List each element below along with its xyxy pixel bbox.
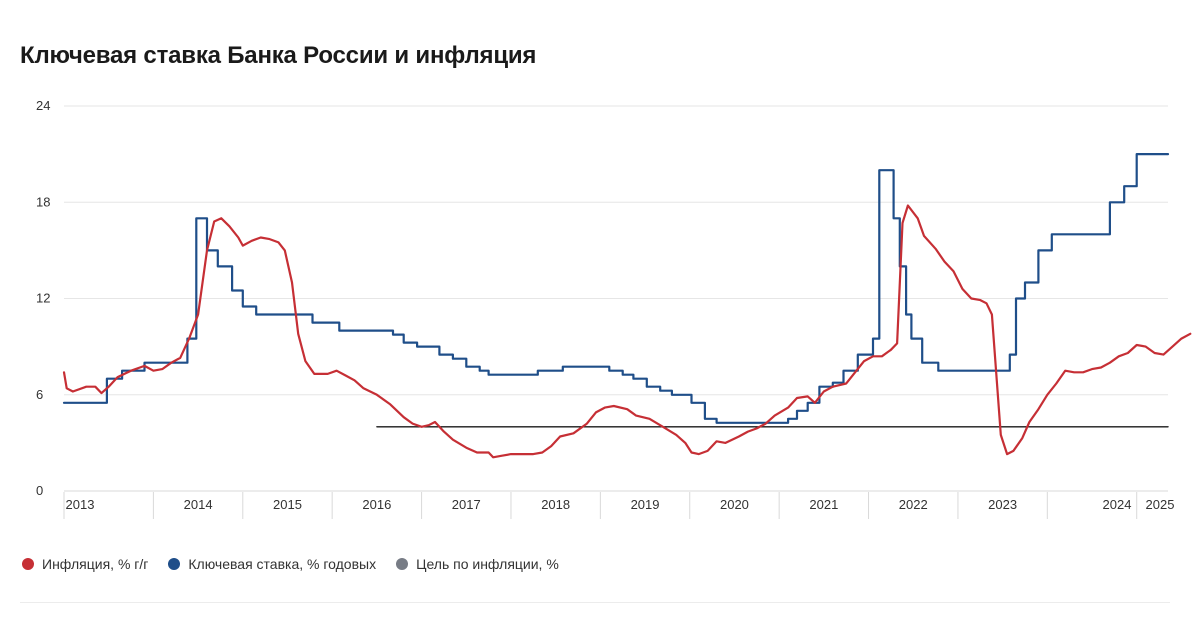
x-tick-label: 2022 <box>899 497 928 512</box>
legend-item-key-rate[interactable]: Ключевая ставка, % годовых <box>168 556 376 572</box>
x-tick-label: 2016 <box>362 497 391 512</box>
legend-label-key-rate: Ключевая ставка, % годовых <box>188 556 377 572</box>
x-tick-label: 2018 <box>541 497 570 512</box>
x-tick-label: 2025 <box>1146 497 1175 512</box>
bottom-divider <box>20 602 1170 603</box>
x-tick-label: 2019 <box>631 497 660 512</box>
legend-label-target: Цель по инфляции, % <box>416 556 559 572</box>
y-tick-label: 18 <box>36 194 50 209</box>
y-axis-ticks: 0 6 12 18 24 <box>36 98 50 498</box>
y-tick-label: 24 <box>36 98 50 113</box>
grid-lines <box>64 105 1168 492</box>
legend: Инфляция, % г/г Ключевая ставка, % годов… <box>22 556 579 572</box>
legend-item-target[interactable]: Цель по инфляции, % <box>396 556 559 572</box>
key-rate-dot-icon <box>168 558 181 570</box>
x-tick-label: 2015 <box>273 497 302 512</box>
target-dot-icon <box>396 558 409 570</box>
legend-label-inflation: Инфляция, % г/г <box>42 556 149 572</box>
x-tick-label: 2017 <box>452 497 481 512</box>
inflation-line <box>62 204 1192 459</box>
x-axis: 2013 2014 2015 2016 2017 2018 2019 2020 2021 2022… <box>63 492 1175 519</box>
x-tick-label: 2024 <box>1103 497 1132 512</box>
x-tick-label: 2021 <box>809 497 838 512</box>
inflation-dot-icon <box>22 558 34 570</box>
x-tick-label: 2023 <box>988 497 1017 512</box>
y-tick-label: 6 <box>36 387 43 402</box>
chart-title: Ключевая ставка Банка России и инфляция <box>20 42 537 69</box>
x-tick-label: 2014 <box>184 497 213 512</box>
x-tick-label: 2013 <box>66 497 95 512</box>
x-tick-label: 2020 <box>720 497 749 512</box>
series-group <box>62 153 1192 459</box>
y-tick-label: 0 <box>36 483 43 498</box>
y-tick-label: 12 <box>36 291 50 306</box>
legend-item-inflation[interactable]: Инфляция, % г/г <box>22 556 148 572</box>
key-rate-line <box>62 153 1170 424</box>
